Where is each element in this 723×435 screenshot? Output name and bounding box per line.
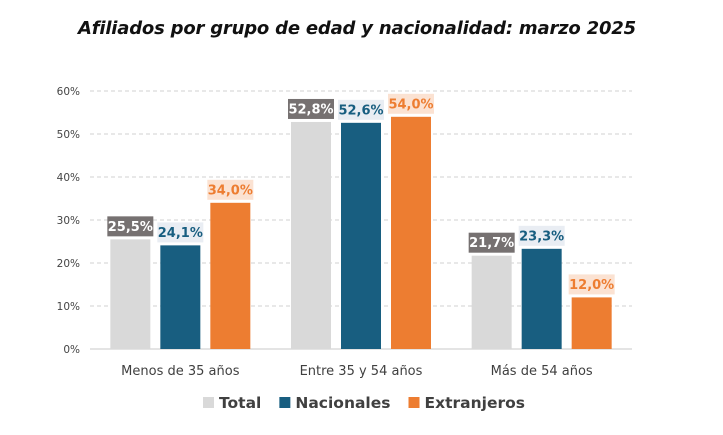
y-tick-label: 60% — [57, 86, 80, 98]
data-label-background — [568, 274, 615, 295]
bar-extranjeros — [391, 116, 431, 349]
legend-swatch-total — [203, 397, 214, 408]
data-label: 24,1% — [158, 226, 203, 241]
legend-label: Total — [219, 394, 261, 412]
bar-nacionales — [521, 248, 562, 349]
data-label-background — [157, 222, 204, 243]
bar-nacionales — [160, 245, 201, 349]
x-category-label: Más de 54 años — [491, 364, 593, 379]
legend-swatch-extranjeros — [408, 397, 420, 408]
data-label-background — [338, 99, 384, 120]
data-label-background — [288, 98, 334, 119]
bar-extranjeros — [210, 202, 251, 349]
data-label: 52,8% — [288, 102, 333, 117]
data-label-background — [207, 179, 254, 200]
y-tick-label: 30% — [57, 215, 80, 227]
data-label: 54,0% — [388, 97, 433, 112]
data-label-background — [518, 225, 565, 246]
data-label-background — [107, 216, 154, 237]
bar-total — [110, 239, 151, 349]
bar-nacionales — [341, 122, 381, 349]
data-label: 52,6% — [338, 103, 383, 118]
data-label: 25,5% — [108, 220, 153, 235]
bar-extranjeros — [571, 297, 612, 349]
x-category-label: Entre 35 y 54 años — [300, 364, 423, 379]
y-tick-label: 0% — [63, 344, 80, 356]
y-tick-label: 40% — [57, 172, 80, 184]
data-label: 23,3% — [519, 229, 564, 244]
data-label: 34,0% — [208, 183, 253, 198]
bar-total — [471, 255, 512, 349]
y-tick-label: 50% — [57, 129, 80, 141]
data-label-background — [468, 232, 515, 253]
y-tick-label: 20% — [57, 258, 80, 270]
chart-title: Afiliados por grupo de edad y nacionalid… — [78, 18, 636, 39]
data-label: 21,7% — [469, 236, 514, 251]
data-label: 12,0% — [569, 278, 614, 293]
x-category-label: Menos de 35 años — [121, 364, 240, 379]
bar-total — [291, 121, 331, 350]
legend-swatch-nacionales — [279, 397, 291, 408]
legend-label: Nacionales — [295, 394, 390, 412]
y-tick-label: 10% — [57, 301, 80, 313]
data-label-background — [388, 93, 434, 114]
legend-label: Extranjeros — [425, 394, 525, 412]
